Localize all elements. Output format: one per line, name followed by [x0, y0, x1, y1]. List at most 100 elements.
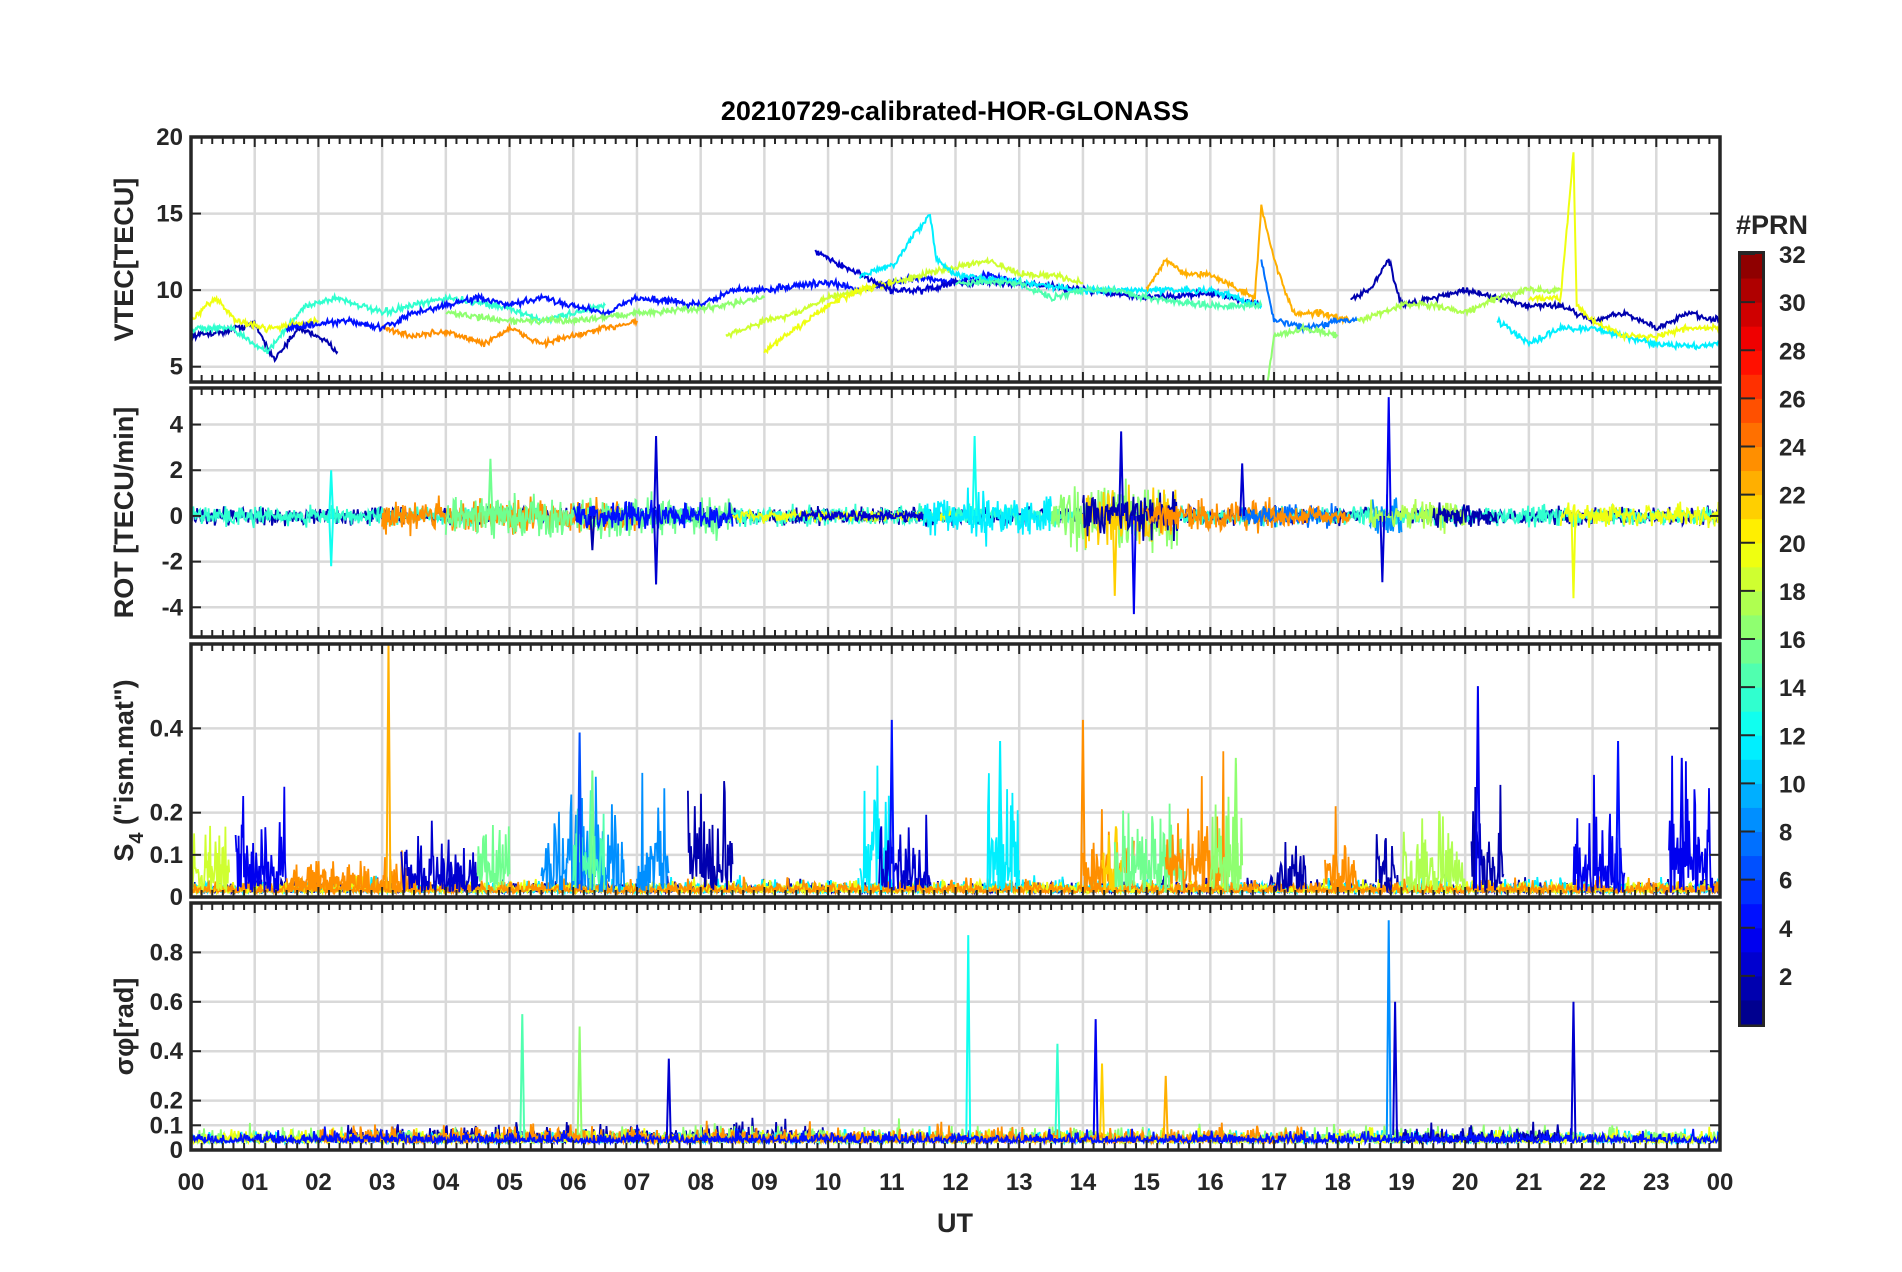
colorbar-level-31: [1741, 278, 1762, 303]
x-tick-label: 04: [432, 1169, 459, 1196]
spike-prn-5: [888, 719, 895, 891]
spike-prn-22: [1111, 515, 1118, 596]
spike-prn-13: [328, 470, 335, 516]
y-tick-label: 4: [170, 412, 184, 439]
x-tick-label: 16: [1197, 1169, 1224, 1196]
series-trace-prn-2: [1400, 1121, 1562, 1146]
y-tick-label: -2: [162, 549, 183, 576]
y-tick-label: 0.2: [150, 1088, 183, 1115]
y-tick-label: 0.1: [150, 842, 183, 869]
x-tick-label: 13: [1006, 1169, 1033, 1196]
y-axis-label: VTEC[TECU]: [109, 178, 139, 342]
chart-title: 20210729-calibrated-HOR-GLONASS: [721, 96, 1189, 126]
colorbar-level-29: [1741, 326, 1762, 351]
x-tick-label: 02: [305, 1169, 332, 1196]
y-tick-label: 0: [170, 503, 183, 530]
colorbar-level-23: [1741, 470, 1762, 496]
colorbar-level-22: [1741, 494, 1762, 520]
spike-prn-4: [1678, 757, 1685, 891]
colorbar-tick-label: 6: [1779, 868, 1792, 895]
colorbar-level-2: [1741, 975, 1762, 1001]
colorbar-tick-label: 4: [1779, 916, 1793, 943]
series-trace-prn-5: [572, 499, 734, 531]
colorbar-level-6: [1741, 879, 1762, 905]
spike-prn-24: [1080, 719, 1086, 891]
colorbar-level-11: [1741, 759, 1762, 784]
y-axis-label: σφ[rad]: [109, 978, 139, 1076]
colorbar-tick-label: 20: [1779, 531, 1806, 558]
colorbar-level-17: [1741, 614, 1762, 640]
series-line-prn-20: [763, 278, 893, 355]
spike-prn-14: [1054, 1043, 1061, 1139]
colorbar-tick-label: 32: [1779, 242, 1806, 269]
x-tick-label: 20: [1452, 1169, 1479, 1196]
data-layer: [191, 397, 1720, 615]
spike-prn-12: [997, 740, 1004, 891]
x-tick-label: 23: [1643, 1169, 1670, 1196]
colorbar-level-30: [1741, 302, 1762, 327]
spike-prn-23: [1162, 1075, 1169, 1139]
colorbar-level-4: [1741, 927, 1762, 953]
spike-prn-7: [576, 732, 583, 891]
spike-prn-4: [1092, 1019, 1099, 1139]
series-trace-prn-16: [476, 824, 511, 891]
y-tick-label: 0.1: [150, 1112, 183, 1139]
colorbar-level-13: [1741, 711, 1762, 736]
x-tick-label: 10: [815, 1169, 842, 1196]
x-tick-label: 22: [1579, 1169, 1606, 1196]
y-axis-label-subscript: 4: [126, 832, 148, 844]
series-trace-prn-4: [1668, 755, 1715, 893]
x-tick-label: 03: [369, 1169, 396, 1196]
y-tick-label: 10: [156, 277, 183, 304]
series-trace-prn-12: [922, 487, 1052, 547]
y-tick-label: -4: [162, 594, 184, 621]
series-trace-prn-9: [540, 776, 626, 893]
spike-prn-23: [385, 644, 392, 891]
panel-s4: 00.10.20.4S4 ("ism.mat"): [109, 642, 1722, 911]
spike-prn-3: [653, 515, 659, 585]
colorbar-tick-label: 2: [1779, 964, 1792, 991]
x-tick-label: 05: [496, 1169, 523, 1196]
series-line-prn-12: [1496, 315, 1720, 352]
series-line-prn-19: [725, 256, 1084, 340]
spike-prn-3: [1118, 431, 1125, 516]
colorbar-level-15: [1741, 663, 1762, 688]
y-tick-label: 5: [170, 354, 183, 381]
colorbar-level-8: [1741, 831, 1762, 857]
spike-prn-17: [576, 1026, 583, 1139]
panel-sigma: 00.10.2 0.4 0.6 0.8 σφ[rad]: [109, 901, 1722, 1164]
series-line-prn-20: [1528, 152, 1720, 343]
panel-vtec: 5 10 15 20 VTEC[TECU]: [109, 124, 1722, 384]
data-layer: [191, 152, 1720, 382]
spike-prn-3: [653, 435, 659, 516]
colorbar-tick-label: 14: [1779, 675, 1806, 702]
y-tick-label: 0.4: [150, 715, 184, 742]
series-line-prn-24: [381, 316, 638, 350]
colorbar-level-25: [1741, 422, 1762, 447]
series-trace-prn-3: [400, 820, 479, 894]
colorbar-level-21: [1741, 518, 1762, 544]
colorbar-level-26: [1741, 398, 1762, 423]
spike-prn-5: [1615, 740, 1621, 891]
colorbar-level-3: [1741, 951, 1762, 977]
colorbar-label: #PRN: [1736, 210, 1808, 240]
series-trace-prn-19: [191, 825, 231, 893]
series-line-prn-8: [1260, 259, 1358, 335]
series-trace-prn-3: [878, 814, 931, 893]
spike-prn-15: [519, 1014, 526, 1139]
colorbar-tick-label: 8: [1779, 820, 1792, 847]
x-tick-label: 17: [1261, 1169, 1288, 1196]
x-axis-label: UT: [937, 1208, 973, 1238]
y-tick-label: 0.4: [150, 1038, 184, 1065]
series-line-prn-17: [445, 294, 766, 327]
series-trace-prn-24: [1324, 806, 1358, 893]
x-tick-label: 07: [624, 1169, 651, 1196]
spike-prn-3: [1570, 1001, 1577, 1139]
y-axis-label: ROT [TECU/min]: [109, 407, 139, 618]
x-tick-label: 12: [942, 1169, 969, 1196]
x-tick-label: 18: [1324, 1169, 1351, 1196]
colorbar-level-32: [1741, 254, 1762, 279]
colorbar-tick-label: 26: [1779, 386, 1806, 413]
y-tick-label: 0: [170, 1137, 183, 1164]
